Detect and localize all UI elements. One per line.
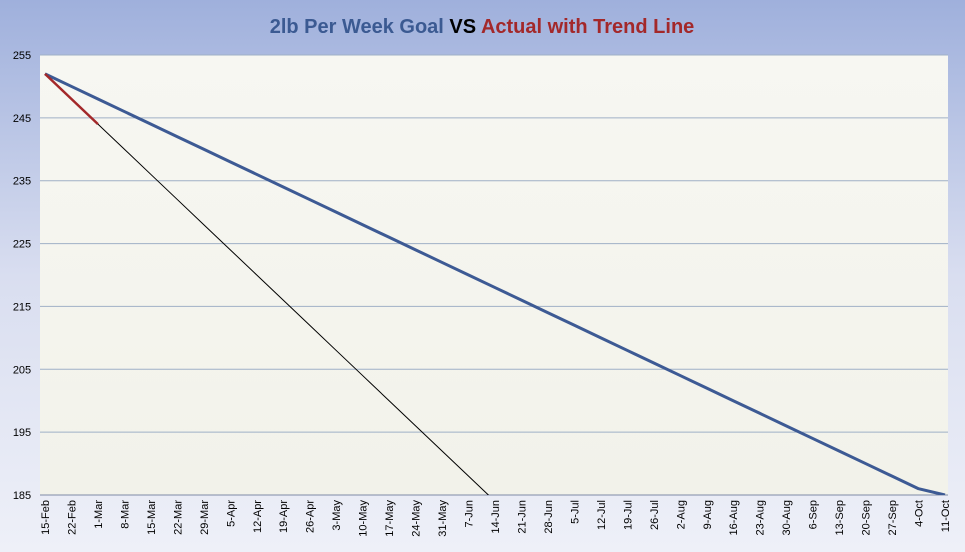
x-tick-label: 12-Apr xyxy=(252,500,264,533)
labels: 185 195 205 215 225 235 245 255 15-Feb 22-Feb 1-Ma… xyxy=(13,50,952,537)
title-actual: Actual with Trend Line xyxy=(481,16,694,38)
x-tick-label: 16-Aug xyxy=(728,500,740,535)
x-tick-label: 28-Jun xyxy=(543,500,555,534)
x-tick-label: 30-Aug xyxy=(781,500,793,535)
x-tick-label: 31-May xyxy=(437,500,449,537)
x-tick-label: 3-May xyxy=(331,500,343,531)
y-tick-label: 245 xyxy=(13,113,31,125)
x-tick-label: 9-Aug xyxy=(702,500,714,529)
title-vs: VS xyxy=(449,16,476,38)
y-tick-label: 255 xyxy=(13,50,31,62)
x-tick-label: 1-Mar xyxy=(93,500,105,529)
x-tick-label: 20-Sep xyxy=(861,500,873,535)
x-tick-label: 23-Aug xyxy=(755,500,767,535)
x-tick-label: 5-Jul xyxy=(569,500,581,524)
x-tick-label: 19-Apr xyxy=(278,500,290,533)
x-tick-label: 24-May xyxy=(411,500,423,537)
x-tick-label: 26-Jul xyxy=(649,500,661,530)
x-tick-label: 17-May xyxy=(384,500,396,537)
lines xyxy=(44,72,946,495)
y-tick-label: 205 xyxy=(13,364,31,376)
x-tick-label: 10-May xyxy=(358,500,370,537)
x-tick-label: 15-Feb xyxy=(40,500,52,535)
x-tick-label: 11-Oct xyxy=(940,500,952,532)
y-tick-label: 185 xyxy=(13,490,31,502)
series-line xyxy=(44,72,946,495)
x-tick-label: 2-Aug xyxy=(675,500,687,529)
x-tick-label: 7-Jun xyxy=(464,500,476,528)
y-tick-label: 235 xyxy=(13,176,31,188)
x-tick-label: 21-Jun xyxy=(516,500,528,534)
series-line xyxy=(44,72,99,126)
grid xyxy=(40,54,948,496)
plot-area xyxy=(40,55,948,495)
x-tick-label: 15-Mar xyxy=(146,500,158,535)
series-line xyxy=(44,73,490,495)
x-tick-label: 5-Apr xyxy=(225,500,237,527)
x-tick-label: 4-Oct xyxy=(914,500,926,527)
x-tick-label: 6-Sep xyxy=(808,500,820,529)
y-tick-label: 225 xyxy=(13,239,31,251)
x-tick-label: 19-Jul xyxy=(622,500,634,530)
x-tick-label: 14-Jun xyxy=(490,500,502,534)
y-tick-label: 195 xyxy=(13,427,31,439)
x-tick-label: 29-Mar xyxy=(199,500,211,535)
x-tick-label: 22-Feb xyxy=(66,500,78,535)
x-tick-label: 8-Mar xyxy=(119,500,131,529)
title-goal: 2lb Per Week Goal xyxy=(270,16,444,38)
y-tick-label: 215 xyxy=(13,301,31,313)
x-tick-label: 27-Sep xyxy=(887,500,899,535)
x-tick-label: 26-Apr xyxy=(305,500,317,533)
x-tick-label: 12-Jul xyxy=(596,500,608,530)
chart-title: 2lb Per Week Goal VS Actual with Trend L… xyxy=(270,16,695,38)
x-tick-label: 13-Sep xyxy=(834,500,846,535)
x-tick-label: 22-Mar xyxy=(172,500,184,535)
